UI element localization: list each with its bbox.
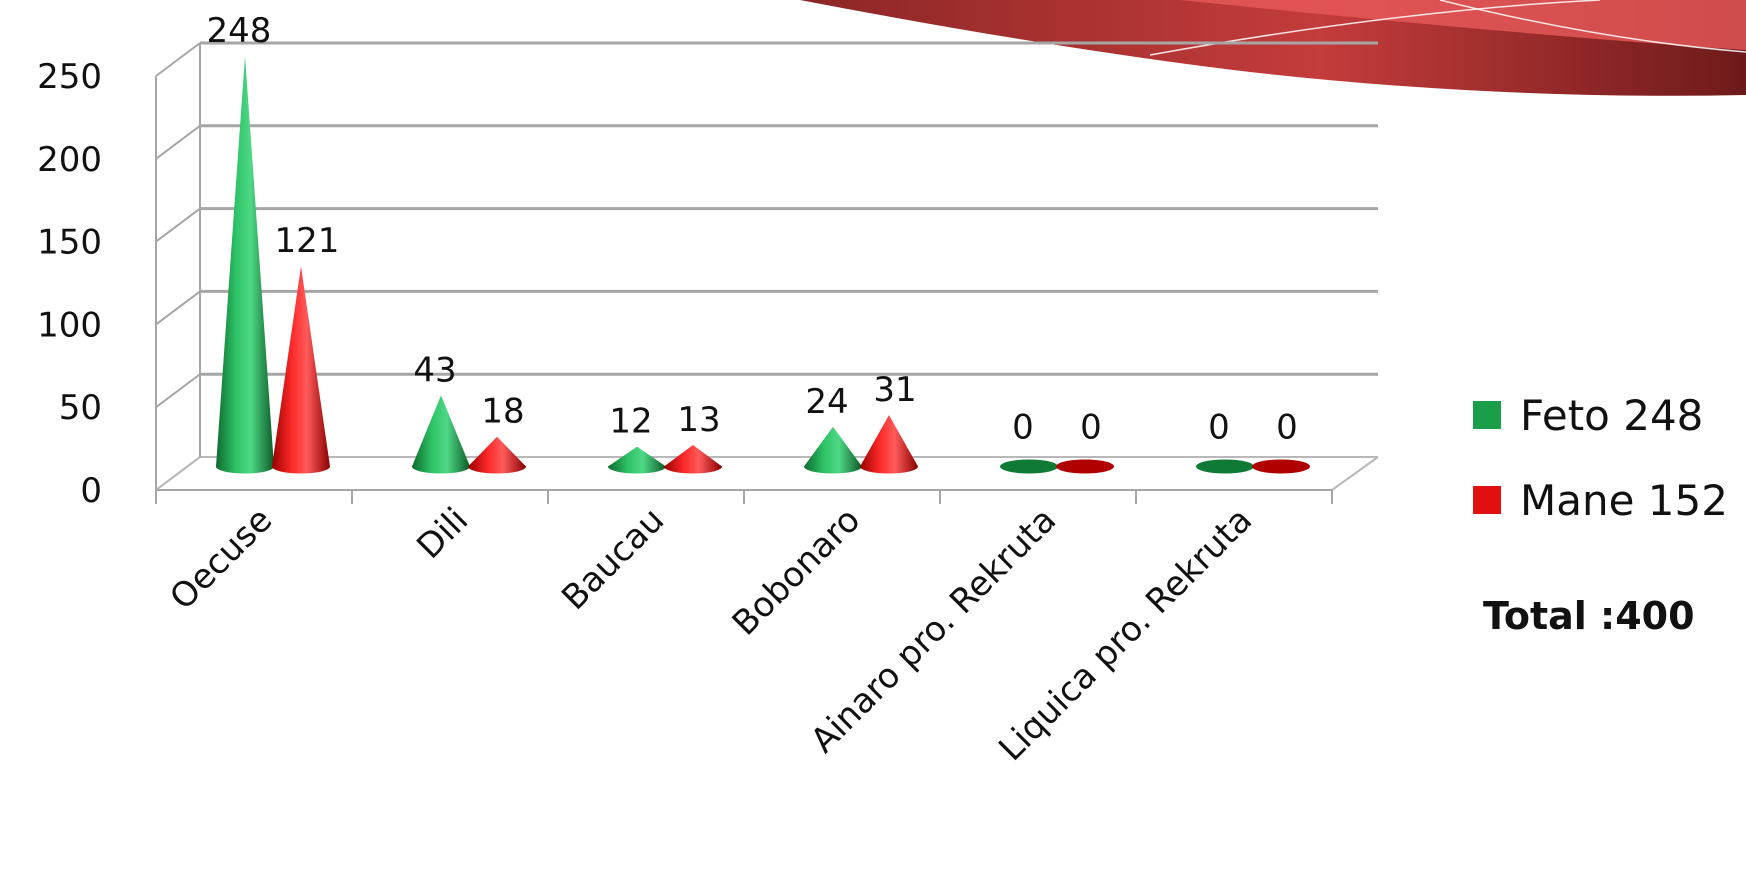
cone-bar: 248	[207, 11, 274, 474]
legend-swatch-mane	[1473, 486, 1501, 514]
y-axis-ticks: 0 50 100 150 200 250	[37, 57, 102, 511]
gridline-depth	[155, 125, 201, 160]
decorative-banner	[800, 0, 1746, 96]
cone-bar: 0	[1056, 408, 1114, 474]
data-label: 24	[805, 382, 848, 422]
data-label: 0	[1208, 408, 1230, 448]
x-tick-label: Dili	[409, 500, 476, 567]
floor-back-edge	[155, 456, 1378, 491]
cone-bar: 18	[468, 392, 526, 474]
cone-body	[664, 444, 722, 474]
data-label: 121	[275, 221, 340, 261]
cone-base	[1056, 459, 1114, 474]
cone-body	[468, 436, 526, 474]
gridline-depth	[155, 42, 201, 77]
cone-bar: 24	[804, 382, 862, 474]
data-label: 0	[1080, 408, 1102, 448]
data-label: 12	[609, 402, 652, 442]
y-tick-label: 150	[37, 223, 102, 263]
cone-bar: 121	[272, 221, 340, 474]
cone-bar: 0	[1196, 408, 1254, 474]
cone-body	[804, 426, 862, 474]
cone-bar: 31	[860, 370, 918, 474]
cone-bar: 0	[1000, 408, 1058, 474]
gridline-depth	[155, 207, 201, 243]
legend-label-feto: Feto 248	[1520, 391, 1703, 440]
legend-label-mane: Mane 152	[1520, 476, 1728, 525]
chart-marks: 248 43 12 24 0 0 121 18 13 31 0 0	[207, 11, 1310, 474]
legend-swatch-feto	[1473, 401, 1501, 429]
legend: Feto 248 Mane 152	[1473, 391, 1728, 525]
y-tick-label: 50	[59, 388, 102, 428]
plot-area: 0 50 100 150 200 250 248 43 12 24 0 0 121 18 13 31 0 0 O…	[37, 11, 1379, 769]
total-annotation: Total :400	[1483, 594, 1695, 638]
data-label: 0	[1276, 408, 1298, 448]
gridline-depth	[155, 373, 201, 409]
gridline-depth	[155, 290, 201, 326]
x-tick-label: Bobonaro	[725, 500, 868, 643]
data-label: 31	[873, 370, 916, 410]
cone-body	[272, 266, 330, 474]
y-tick-label: 0	[80, 471, 102, 511]
axes	[155, 43, 1379, 491]
x-tick-label: Oecuse	[162, 500, 280, 618]
data-label: 13	[677, 400, 720, 440]
data-label: 248	[207, 11, 272, 51]
y-tick-label: 200	[37, 140, 102, 180]
cone-body	[412, 395, 470, 474]
y-tick-label: 100	[37, 305, 102, 345]
cone-bar: 13	[664, 400, 722, 474]
cone-bar: 43	[412, 350, 470, 474]
cone-body	[216, 55, 274, 474]
data-label: 43	[413, 350, 456, 390]
cone-body	[608, 446, 666, 474]
floor-right-edge	[1331, 456, 1379, 491]
cone-bar: 0	[1252, 408, 1310, 474]
cone-base	[1000, 459, 1058, 474]
x-tick-label: Baucau	[554, 500, 672, 618]
cone-body	[860, 415, 918, 474]
data-label: 18	[481, 392, 524, 432]
gridlines	[155, 41, 1378, 491]
cone-base	[1196, 459, 1254, 474]
y-tick-label: 250	[37, 57, 102, 97]
data-label: 0	[1012, 408, 1034, 448]
cone-base	[1252, 459, 1310, 474]
cone-bar: 12	[608, 402, 666, 474]
